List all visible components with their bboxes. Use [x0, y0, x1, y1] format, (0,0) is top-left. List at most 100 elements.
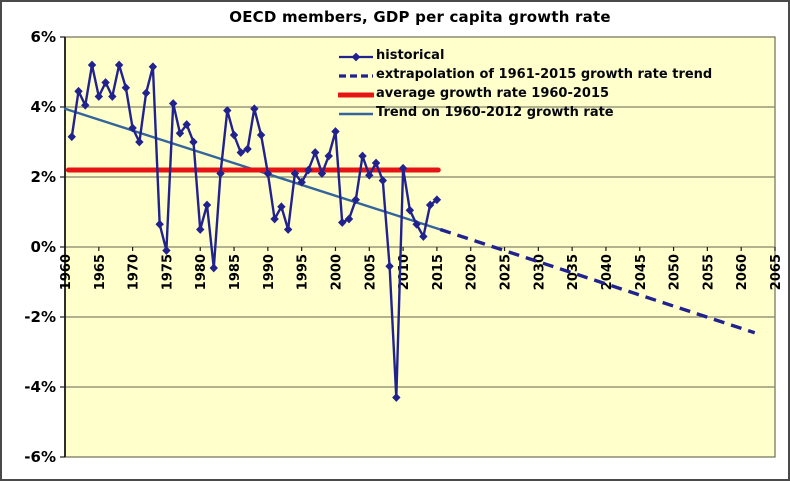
- legend-item-trend: Trend on 1960-2012 growth rate: [338, 103, 712, 122]
- x-axis-label-2040: 2040: [600, 254, 615, 290]
- y-axis-label-2%: 2%: [30, 168, 56, 186]
- data-point-2013: [419, 232, 428, 241]
- legend-item-historical: historical: [338, 46, 712, 65]
- data-point-1976: [168, 99, 178, 108]
- data-point-2000: [331, 127, 340, 136]
- x-axis-label-2005: 2005: [363, 254, 378, 290]
- data-point-1965: [94, 92, 104, 101]
- x-axis-label-1980: 1980: [194, 254, 209, 290]
- x-axis-label-2025: 2025: [499, 254, 514, 290]
- x-axis-label-2015: 2015: [431, 254, 446, 290]
- data-point-1979: [189, 137, 198, 147]
- thick-line-sample-icon: [336, 92, 376, 97]
- data-point-1975: [162, 246, 171, 255]
- data-point-1988: [250, 104, 259, 114]
- legend-swatch-extrapolation: [338, 68, 374, 82]
- y-axis-labels: 6% 4% 2% 0% -2% -4% -6%: [2, 2, 56, 479]
- data-point-1983: [216, 169, 225, 178]
- data-point-2001: [338, 218, 347, 227]
- x-axis-label-1960: 1960: [59, 254, 74, 290]
- legend-item-extrapolation: extrapolation of 1961-2015 growth rate t…: [338, 65, 712, 84]
- data-point-1982: [209, 263, 218, 273]
- data-point-2006: [371, 158, 381, 168]
- data-point-1967: [108, 92, 117, 101]
- y-axis-label--2%: -2%: [24, 308, 56, 326]
- data-point-2010: [398, 163, 408, 173]
- y-axis-label-4%: 4%: [30, 98, 56, 116]
- data-point-1974: [155, 219, 164, 229]
- data-point-2011: [405, 205, 415, 215]
- diamond-marker-icon: [351, 52, 361, 61]
- legend-label-trend: Trend on 1960-2012 growth rate: [376, 104, 614, 120]
- data-point-2004: [358, 151, 367, 161]
- data-point-2014: [425, 200, 435, 210]
- data-point-1981: [202, 200, 212, 210]
- x-axis-label-2065: 2065: [769, 254, 782, 290]
- x-axis-label-2020: 2020: [465, 254, 480, 290]
- line+diamond-markers-sample-icon: [339, 52, 373, 61]
- x-axis-label-2045: 2045: [634, 254, 649, 290]
- x-axis-label-1975: 1975: [160, 254, 175, 290]
- data-point-1997: [310, 148, 320, 157]
- data-point-1973: [148, 62, 158, 72]
- data-point-1989: [256, 130, 266, 140]
- data-point-1966: [101, 78, 110, 87]
- x-axis-label-2050: 2050: [668, 254, 683, 290]
- x-axis-label-1965: 1965: [93, 254, 108, 290]
- legend-label-extrapolation: extrapolation of 1961-2015 growth rate t…: [376, 66, 713, 82]
- x-axis-labels: 1960 1965 1970 1975 1980 1985 1990 1995 2000 2005…: [59, 247, 782, 290]
- chart-title: OECD members, GDP per capita growth rate: [229, 8, 611, 26]
- legend-swatch-historical: [338, 49, 374, 63]
- data-point-1977: [175, 128, 185, 138]
- data-point-2012: [412, 219, 421, 229]
- data-point-1980: [196, 225, 205, 234]
- data-point-1972: [141, 88, 151, 98]
- data-point-2009: [392, 393, 401, 402]
- legend-item-average: average growth rate 1960-2015: [336, 84, 712, 103]
- data-point-1970: [128, 123, 137, 133]
- y-axis-label-6%: 6%: [30, 28, 56, 46]
- data-point-2002: [344, 214, 354, 224]
- data-point-1968: [114, 60, 124, 70]
- chart-canvas: 1960 1965 1970 1975 1980 1985 1990 1995 2000 2005…: [59, 36, 782, 458]
- line-sample-icon: [339, 112, 373, 115]
- data-point-2007: [378, 176, 388, 185]
- data-point-2003: [351, 195, 360, 205]
- x-axis-label-1970: 1970: [127, 254, 142, 290]
- legend-label-historical: historical: [376, 47, 445, 63]
- x-axis-label-1990: 1990: [262, 254, 277, 290]
- x-axis-label-2035: 2035: [566, 254, 581, 290]
- dashed-line-sample-icon: [339, 73, 373, 78]
- data-point-1971: [135, 137, 144, 147]
- data-point-1998: [317, 169, 327, 178]
- legend: historical extrapolation of 1961-2015 gr…: [336, 46, 712, 122]
- data-point-1994: [290, 169, 300, 178]
- extrapolation-line: [439, 227, 756, 335]
- y-axis-label-0%: 0%: [30, 238, 56, 256]
- x-axis-label-1985: 1985: [228, 254, 243, 290]
- data-point-1969: [121, 83, 131, 93]
- legend-swatch-trend: [338, 106, 374, 120]
- x-axis-label-2060: 2060: [735, 254, 750, 290]
- legend-label-average: average growth rate 1960-2015: [376, 85, 610, 101]
- data-point-1995: [297, 177, 306, 187]
- data-point-1964: [87, 60, 97, 70]
- data-point-1985: [229, 130, 239, 140]
- data-point-1987: [243, 144, 252, 154]
- y-axis-label--6%: -6%: [24, 448, 56, 466]
- data-point-1978: [182, 120, 191, 129]
- data-point-1999: [324, 151, 333, 161]
- data-point-2015: [432, 195, 442, 205]
- legend-swatch-average: [336, 87, 376, 101]
- gridlines: [60, 36, 775, 458]
- data-point-1986: [236, 148, 246, 157]
- data-point-1962: [74, 86, 83, 96]
- data-point-2005: [365, 170, 374, 180]
- data-point-1984: [223, 106, 232, 115]
- data-point-1996: [304, 165, 313, 175]
- data-point-1961: [67, 132, 76, 142]
- x-axis-label-2055: 2055: [701, 254, 716, 290]
- x-axis-label-1995: 1995: [296, 254, 311, 290]
- x-axis-label-2000: 2000: [329, 254, 344, 290]
